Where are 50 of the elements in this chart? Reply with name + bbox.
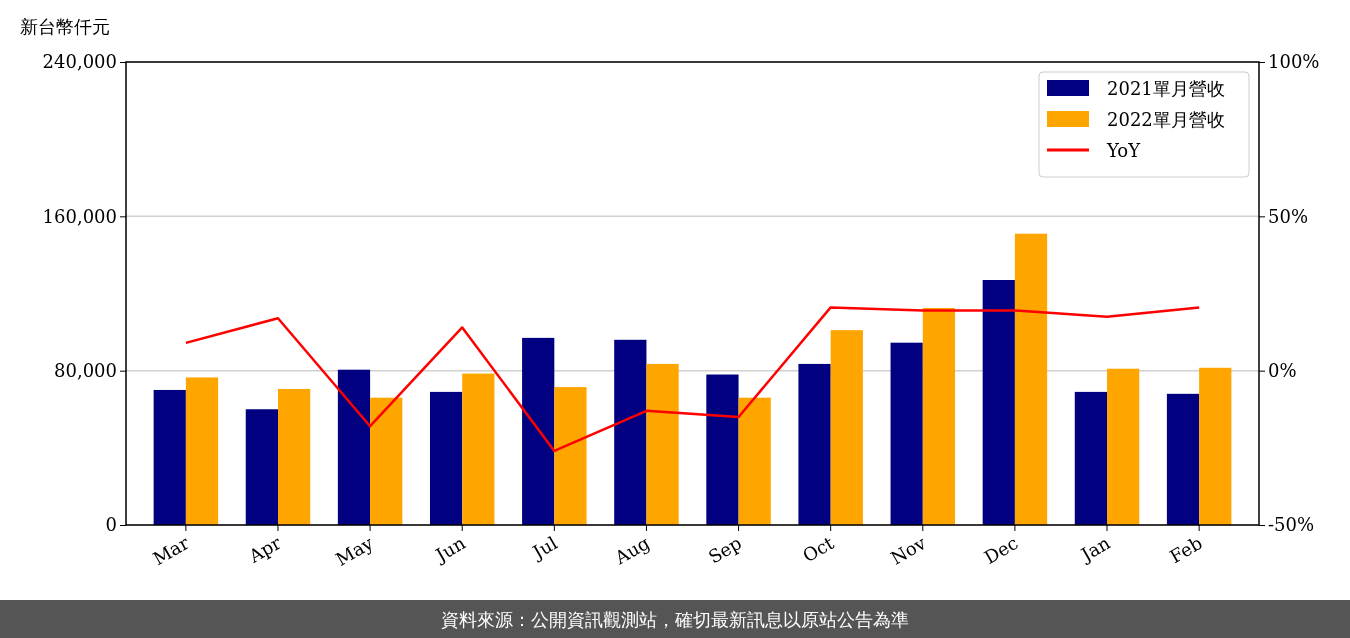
- legend-label: 2022單月營收: [1107, 109, 1225, 130]
- bar: [614, 339, 647, 525]
- y-tick-label: 240,000: [42, 51, 117, 73]
- bar: [922, 307, 956, 525]
- y2-tick-label: 100%: [1268, 51, 1320, 73]
- bar: [462, 373, 495, 525]
- y-tick-label: 160,000: [42, 205, 117, 227]
- x-tick-label: Dec: [980, 532, 1022, 568]
- source-note: 資料來源：公開資訊觀測站，確切最新訊息以原站公告為準: [441, 609, 909, 630]
- bar: [522, 337, 555, 525]
- x-tick-label: Jun: [430, 531, 470, 567]
- x-tick-label: Apr: [244, 531, 285, 568]
- bar: [1074, 391, 1108, 525]
- x-tick-label: May: [332, 531, 378, 570]
- bar: [1166, 393, 1200, 525]
- bar: [738, 397, 771, 525]
- bar: [706, 374, 739, 525]
- bar: [1199, 367, 1232, 525]
- y-axis-title: 新台幣仟元: [20, 16, 110, 37]
- y-tick-label: 0: [105, 514, 117, 536]
- legend-label: YoY: [1106, 140, 1142, 161]
- y2-tick-label: 50%: [1268, 205, 1309, 227]
- legend-label: 2021單月營收: [1107, 78, 1225, 99]
- y-tick-label: 80,000: [54, 359, 117, 381]
- bar: [245, 409, 278, 525]
- bar: [429, 391, 463, 525]
- bar: [370, 397, 403, 525]
- bar: [1107, 368, 1140, 525]
- bar: [337, 369, 371, 525]
- x-tick-label: Sep: [704, 532, 746, 568]
- y2-tick-label: -50%: [1268, 514, 1315, 536]
- x-tick-label: Mar: [149, 531, 193, 570]
- bar: [982, 280, 1015, 525]
- bar: [798, 363, 831, 525]
- bar: [1014, 233, 1048, 525]
- x-tick-label: Oct: [798, 531, 838, 567]
- bar: [890, 342, 923, 525]
- bar: [554, 387, 587, 525]
- bar: [646, 363, 679, 525]
- x-tick-label: Jul: [527, 531, 562, 564]
- x-tick-label: Jan: [1075, 531, 1114, 567]
- y2-tick-label: 0%: [1268, 359, 1297, 381]
- x-tick-label: Feb: [1165, 532, 1206, 568]
- bar: [830, 330, 863, 525]
- x-tick-label: Aug: [610, 532, 653, 569]
- bar: [153, 389, 186, 525]
- bar: [185, 377, 219, 525]
- x-tick-label: Nov: [886, 531, 930, 569]
- line-series: [184, 306, 1201, 453]
- bar: [277, 388, 311, 525]
